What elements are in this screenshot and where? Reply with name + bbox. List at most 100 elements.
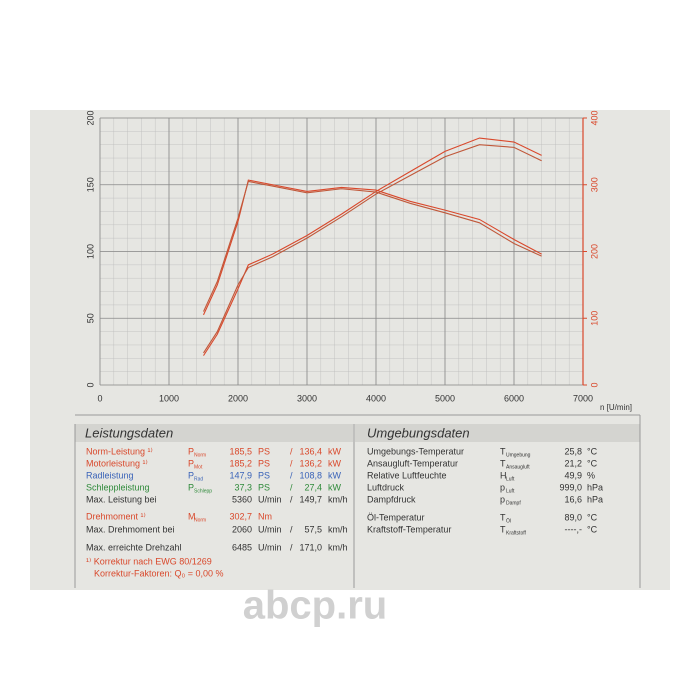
table-title: Umgebungsdaten (367, 425, 470, 440)
row-value: 108,8 (299, 470, 322, 480)
row-value: 6485 (232, 542, 252, 552)
row-label: Relative Luftfeuchte (367, 470, 447, 480)
row-label: Drehmoment ¹⁾ (86, 511, 146, 521)
row-label: Max. erreichte Drehzahl (86, 542, 182, 552)
note: Korrektur-Faktoren: Q₀ = 0,00 % (94, 568, 224, 578)
row-unit: °C (587, 446, 598, 456)
x-tick-label: 5000 (435, 393, 455, 403)
y2-tick-label: 0 (589, 382, 599, 387)
x-tick-label: 1000 (159, 393, 179, 403)
row-separator: / (290, 470, 293, 480)
content: 0 1000 2000 3000 4000 5000 6000 700005010015020… (85, 110, 603, 578)
row-symbol: H (500, 470, 507, 480)
row-subscript: Norm (194, 452, 206, 458)
x-tick-label: 3000 (297, 393, 317, 403)
x-tick-label: 0 (97, 393, 102, 403)
row-subscript: Kraftstoff (506, 530, 527, 536)
y-tick-label: 150 (85, 177, 95, 192)
y-tick-label: 0 (85, 382, 95, 387)
row-symbol: P (188, 482, 194, 492)
row-unit: hPa (587, 482, 603, 492)
row-label: Luftdruck (367, 482, 405, 492)
row-label: Max. Leistung bei (86, 494, 157, 504)
row-unit: km/h (328, 524, 348, 534)
row-separator: / (290, 524, 293, 534)
row-value: 302,7 (229, 511, 252, 521)
row-subscript: Norm (194, 517, 206, 523)
row-unit: PS (258, 446, 270, 456)
row-unit: PS (258, 482, 270, 492)
x-tick-label: 6000 (504, 393, 524, 403)
row-label: Dampfdruck (367, 494, 416, 504)
row-subscript: Rad (194, 476, 203, 482)
row-value: 16,6 (564, 494, 582, 504)
row-separator: / (290, 458, 293, 468)
row-subscript: Öl (506, 517, 511, 524)
y2-tick-label: 200 (589, 244, 599, 259)
row-value: 5360 (232, 494, 252, 504)
row-subscript: Luft (506, 476, 515, 482)
row-unit: °C (587, 512, 598, 522)
row-symbol: T (500, 524, 506, 534)
y-tick-label: 200 (85, 110, 95, 125)
line-series (203, 179, 542, 316)
row-unit: Nm (258, 511, 272, 521)
row-unit: U/min (258, 542, 282, 552)
x-tick-label: 4000 (366, 393, 386, 403)
row-value: 999,0 (559, 482, 582, 492)
row-value: 136,2 (299, 458, 322, 468)
row-label: Norm-Leistung ¹⁾ (86, 446, 153, 456)
line-series (203, 144, 542, 354)
row-value: 136,4 (299, 446, 322, 456)
row-subscript: Luft (506, 488, 515, 494)
y2-tick-label: 300 (589, 177, 599, 192)
row-value: 25,8 (564, 446, 582, 456)
row-unit: PS (258, 470, 270, 480)
x-tick-label: 2000 (228, 393, 248, 403)
line-series (203, 137, 542, 356)
row-value: 49,9 (564, 470, 582, 480)
row-unit: °C (587, 524, 598, 534)
row-label: Schleppleistung (86, 482, 150, 492)
x-axis-label: n [U/min] (600, 403, 632, 412)
x-tick-label: 7000 (573, 393, 593, 403)
row-subscript: Mot (194, 464, 203, 470)
row-unit: kW (328, 446, 342, 456)
row-value: 89,0 (564, 512, 582, 522)
row-unit: hPa (587, 494, 603, 504)
y2-tick-label: 400 (589, 110, 599, 125)
row-separator: / (290, 482, 293, 492)
y-tick-label: 100 (85, 244, 95, 259)
row-unit: kW (328, 470, 342, 480)
line-series (203, 180, 542, 312)
row-unit: U/min (258, 494, 282, 504)
row-subscript: Schlepp (194, 488, 212, 494)
row-value: 171,0 (299, 542, 322, 552)
row-value: 149,7 (299, 494, 322, 504)
row-unit: kW (328, 458, 342, 468)
row-separator: / (290, 542, 293, 552)
row-value: 21,2 (564, 458, 582, 468)
row-symbol: T (500, 446, 506, 456)
row-symbol: p (500, 494, 505, 504)
row-symbol: P (188, 470, 194, 480)
row-label: Ansaugluft-Temperatur (367, 458, 458, 468)
row-symbol: P (188, 446, 194, 456)
row-value: 185,2 (229, 458, 252, 468)
row-symbol: M (188, 511, 196, 521)
table-header (355, 424, 640, 442)
row-value: 147,9 (229, 470, 252, 480)
row-subscript: Umgebung (506, 452, 531, 458)
row-unit: PS (258, 458, 270, 468)
row-value: 2060 (232, 524, 252, 534)
row-unit: °C (587, 458, 598, 468)
y2-tick-label: 100 (589, 311, 599, 326)
row-value: 57,5 (304, 524, 322, 534)
row-label: Öl-Temperatur (367, 512, 425, 522)
row-label: Kraftstoff-Temperatur (367, 524, 451, 534)
row-separator: / (290, 446, 293, 456)
note: ¹⁾ Korrektur nach EWG 80/1269 (86, 556, 212, 566)
row-label: Motorleistung ¹⁾ (86, 458, 148, 468)
row-unit: U/min (258, 524, 282, 534)
